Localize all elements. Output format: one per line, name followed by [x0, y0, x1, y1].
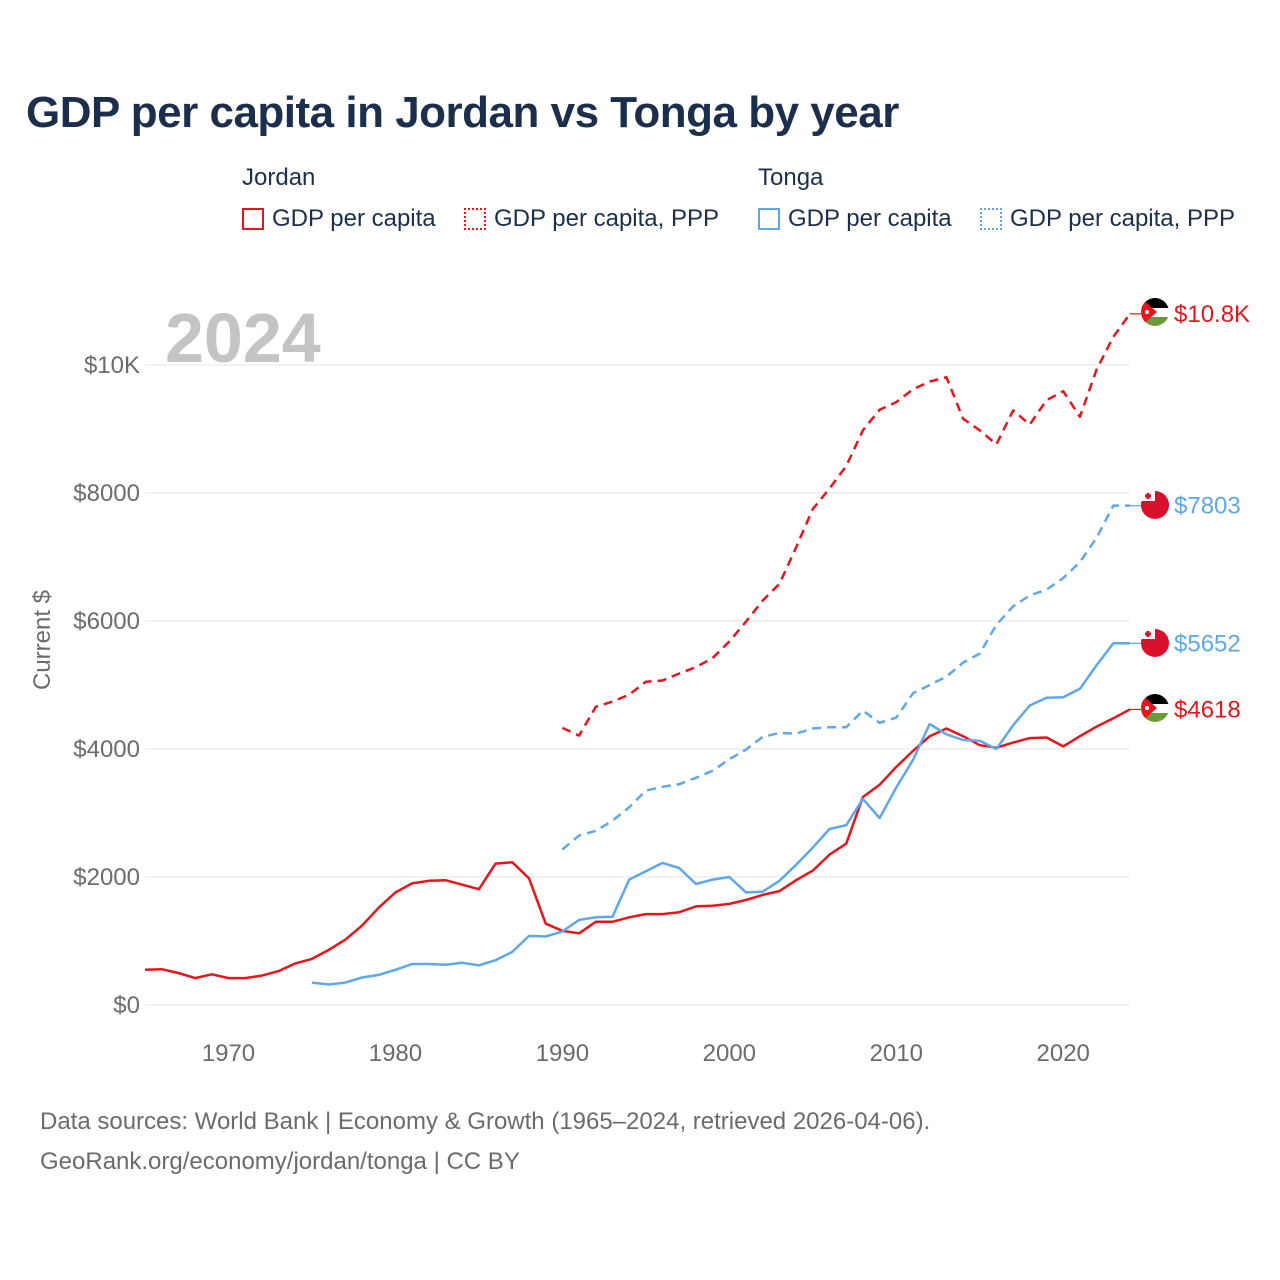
legend-label: GDP per capita, PPP — [494, 205, 719, 232]
x-tick-label: 2010 — [870, 1040, 923, 1067]
footer-credit: GeoRank.org/economy/jordan/tonga | CC BY — [40, 1148, 520, 1175]
y-tick-label: $4000 — [73, 736, 140, 763]
x-tick-label: 1970 — [202, 1040, 255, 1067]
x-tick-label: 1980 — [369, 1040, 422, 1067]
y-tick-label: $2000 — [73, 864, 140, 891]
jordan-flag-icon — [1141, 694, 1169, 722]
legend-swatch-solid-icon — [758, 208, 780, 230]
legend-group-jordan: Jordan — [242, 164, 316, 191]
x-tick-label: 2000 — [703, 1040, 756, 1067]
series-line — [561, 504, 1130, 851]
x-tick-label: 1990 — [536, 1040, 589, 1067]
y-tick-label: $8000 — [73, 480, 140, 507]
end-value-label: $4618 — [1174, 696, 1241, 723]
legend-item-tonga-gdp[interactable]: GDP per capita — [758, 204, 952, 234]
series-line — [561, 313, 1132, 737]
end-labels: $4618 $10.8K $5652 $7803 — [1130, 301, 1250, 723]
end-value-label: $10.8K — [1174, 301, 1250, 328]
tonga-flag-icon — [1141, 491, 1169, 519]
x-tick-label: 2020 — [1037, 1040, 1090, 1067]
legend-label: GDP per capita — [788, 205, 952, 232]
flags — [1141, 298, 1169, 722]
y-axis: $0 $2000 $4000 $6000 $8000 $10K — [73, 352, 140, 1019]
jordan-flag-icon — [1141, 298, 1169, 326]
legend-swatch-dotted-icon — [980, 208, 1002, 230]
x-axis: 1970 1980 1990 2000 2010 2020 — [202, 1040, 1090, 1067]
legend-swatch-solid-icon — [242, 208, 264, 230]
series-line — [144, 708, 1131, 980]
series-line — [311, 642, 1130, 986]
legend-item-tonga-ppp[interactable]: GDP per capita, PPP — [980, 204, 1235, 234]
end-value-label: $5652 — [1174, 630, 1241, 657]
legend-item-jordan-gdp[interactable]: GDP per capita — [242, 204, 436, 234]
legend-label: GDP per capita — [272, 205, 436, 232]
grid — [145, 364, 1130, 1006]
tonga-flag-icon — [1141, 629, 1169, 657]
legend-label: GDP per capita, PPP — [1010, 205, 1235, 232]
y-axis-title: Current $ — [29, 590, 56, 690]
legend-item-jordan-ppp[interactable]: GDP per capita, PPP — [464, 204, 719, 234]
chart-title: GDP per capita in Jordan vs Tonga by yea… — [26, 88, 899, 137]
y-tick-label: $6000 — [73, 608, 140, 635]
legend-swatch-dotted-icon — [464, 208, 486, 230]
legend-group-tonga: Tonga — [758, 164, 824, 191]
footer-sources: Data sources: World Bank | Economy & Gro… — [40, 1108, 931, 1135]
year-watermark: 2024 — [165, 299, 321, 377]
y-tick-label: $10K — [84, 352, 140, 379]
series-lines — [144, 313, 1132, 986]
y-tick-label: $0 — [113, 992, 140, 1019]
end-value-label: $7803 — [1174, 493, 1241, 520]
